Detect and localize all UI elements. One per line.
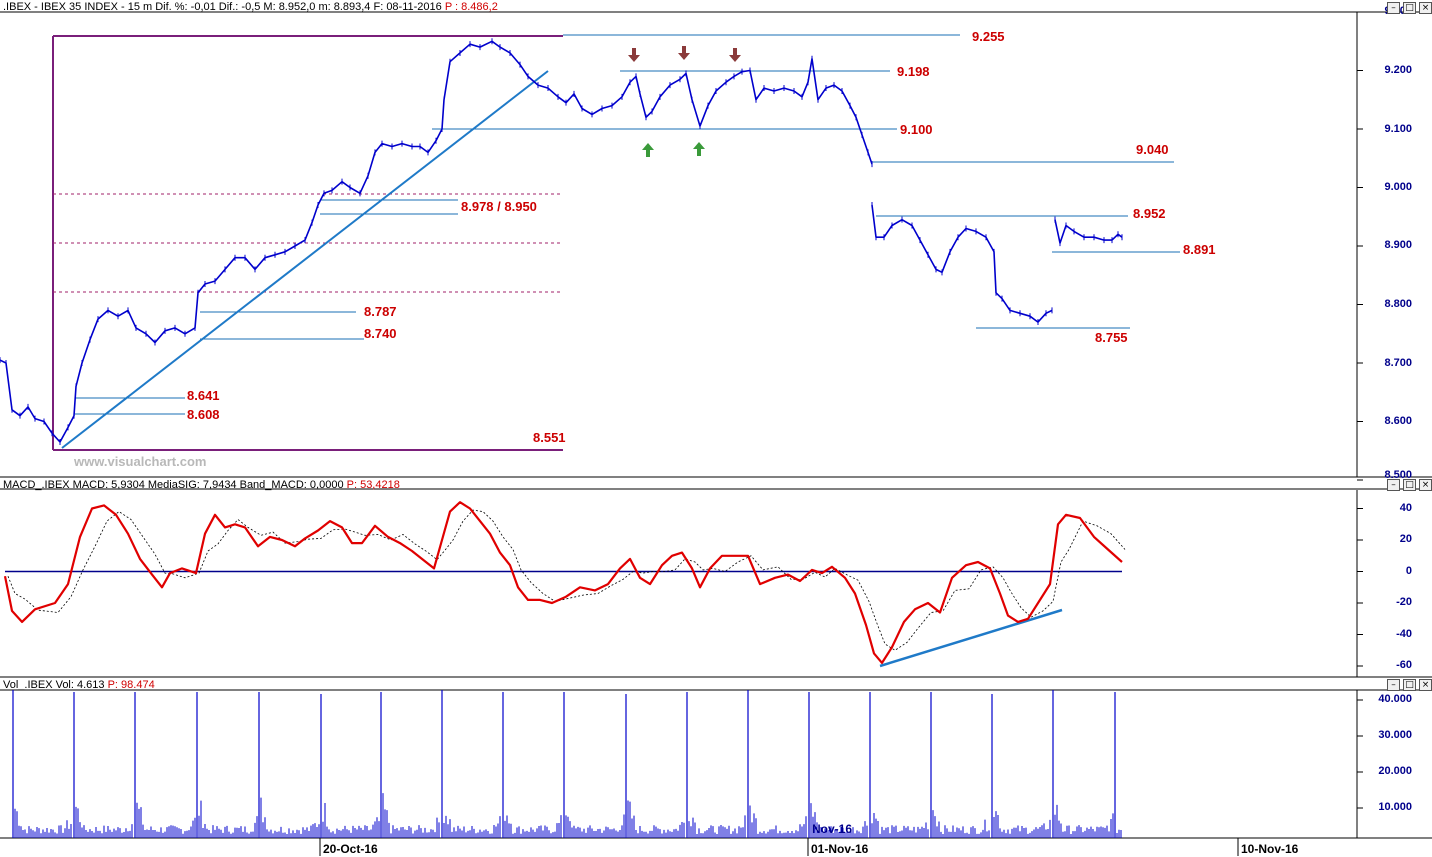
down-arrow-icon bbox=[628, 48, 640, 62]
macd-y-tick: -20 bbox=[1396, 596, 1412, 608]
maximize-icon[interactable]: □ bbox=[1403, 679, 1416, 691]
minimize-icon[interactable]: – bbox=[1387, 479, 1400, 491]
x-tick: 20-Oct-16 bbox=[323, 842, 378, 856]
level-label: 8.740 bbox=[364, 326, 397, 341]
price-header-p: P : 8.486,2 bbox=[444, 1, 498, 13]
minimize-icon[interactable]: – bbox=[1387, 2, 1400, 14]
volume-y-tick: 30.000 bbox=[1378, 729, 1412, 741]
level-label: 8.551 bbox=[533, 430, 566, 445]
level-label: 8.891 bbox=[1183, 242, 1216, 257]
macd-divergence-line bbox=[879, 608, 1063, 668]
price-y-tick: 8.600 bbox=[1384, 415, 1412, 427]
watermark: www.visualchart.com bbox=[74, 454, 207, 469]
price-line bbox=[1054, 219, 1123, 244]
macd-panel-header: MACD_.IBEX MACD: 5,9304 MediaSIG: 7,9434… bbox=[3, 479, 400, 491]
price-y-tick: 9.100 bbox=[1384, 123, 1412, 135]
macd-y-tick: 40 bbox=[1399, 502, 1412, 514]
level-label: 8.755 bbox=[1095, 330, 1128, 345]
price-y-tick: 8.900 bbox=[1384, 239, 1412, 251]
macd-header-text: MACD_.IBEX MACD: 5,9304 MediaSIG: 7,9434… bbox=[3, 479, 344, 491]
macd-series bbox=[3, 501, 1126, 664]
volume-panel-window-controls: – □ × bbox=[1387, 679, 1432, 691]
level-label: 8.787 bbox=[364, 304, 397, 319]
price-line bbox=[0, 40, 873, 443]
volume-y-tick: 20.000 bbox=[1378, 765, 1412, 777]
level-label: 9.255 bbox=[972, 29, 1005, 44]
macd-y-tick: -40 bbox=[1396, 628, 1412, 640]
up-arrow-icon bbox=[693, 142, 705, 156]
level-label: 8.608 bbox=[187, 407, 220, 422]
price-y-tick: 8.700 bbox=[1384, 357, 1412, 369]
down-arrow-icon bbox=[729, 48, 741, 62]
grid-lines bbox=[0, 11, 1432, 856]
price-panel-header: .IBEX - IBEX 35 INDEX - 15 m Dif. %: -0,… bbox=[3, 1, 498, 13]
level-label: 9.198 bbox=[897, 64, 930, 79]
price-line bbox=[871, 204, 1053, 323]
uptrend-line bbox=[61, 70, 549, 449]
volume-y-tick: 40.000 bbox=[1378, 693, 1412, 705]
close-icon[interactable]: × bbox=[1419, 2, 1432, 14]
price-y-tick: 9.200 bbox=[1384, 64, 1412, 76]
level-label: 8.952 bbox=[1133, 206, 1166, 221]
maximize-icon[interactable]: □ bbox=[1403, 2, 1416, 14]
volume-header-p: P: 98.474 bbox=[107, 679, 155, 691]
level-label: 9.040 bbox=[1136, 142, 1169, 157]
volume-header-text: Vol_.IBEX Vol: 4.613 bbox=[3, 679, 105, 691]
support-resistance-lines bbox=[52, 34, 1180, 668]
x-tick: 01-Nov-16 bbox=[811, 842, 869, 856]
maximize-icon[interactable]: □ bbox=[1403, 479, 1416, 491]
up-arrow-icon bbox=[642, 143, 654, 157]
x-mid-label: Nov-16 bbox=[812, 822, 853, 836]
minimize-icon[interactable]: – bbox=[1387, 679, 1400, 691]
macd-panel-window-controls: – □ × bbox=[1387, 479, 1432, 491]
macd-y-tick: 20 bbox=[1399, 533, 1412, 545]
price-y-tick: 9.000 bbox=[1384, 181, 1412, 193]
level-label: 8.978 / 8.950 bbox=[461, 199, 537, 214]
volume-y-tick: 10.000 bbox=[1378, 801, 1412, 813]
level-label: 9.100 bbox=[900, 122, 933, 137]
level-label: 8.641 bbox=[187, 388, 220, 403]
price-panel-window-controls: – □ × bbox=[1387, 2, 1432, 14]
signal-arrows bbox=[628, 46, 741, 157]
volume-panel-header: Vol_.IBEX Vol: 4.613 P: 98.474 bbox=[3, 679, 155, 691]
price-header-text: .IBEX - IBEX 35 INDEX - 15 m Dif. %: -0,… bbox=[3, 1, 442, 13]
volume-bars bbox=[12, 690, 1122, 838]
price-y-tick: 8.800 bbox=[1384, 298, 1412, 310]
macd-line bbox=[3, 501, 1123, 664]
macd-header-p: P: 53,4218 bbox=[346, 479, 400, 491]
macd-y-tick: -60 bbox=[1396, 659, 1412, 671]
price-y-tick: 8.500 bbox=[1384, 469, 1412, 481]
close-icon[interactable]: × bbox=[1419, 679, 1432, 691]
close-icon[interactable]: × bbox=[1419, 479, 1432, 491]
macd-y-tick: 0 bbox=[1405, 565, 1412, 577]
price-series bbox=[0, 38, 1123, 445]
macd-signal-line bbox=[7, 509, 1126, 651]
down-arrow-icon bbox=[678, 46, 690, 60]
x-tick: 10-Nov-16 bbox=[1241, 842, 1299, 856]
